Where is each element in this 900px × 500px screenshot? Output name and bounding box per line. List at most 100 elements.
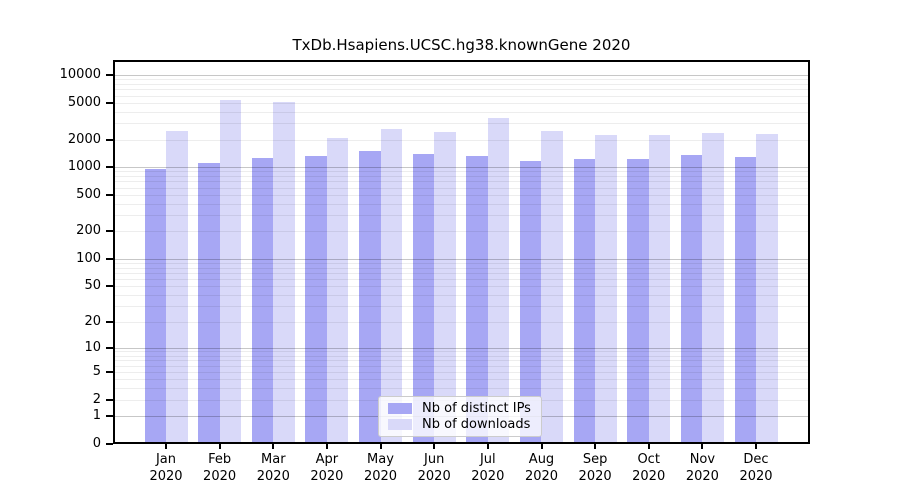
x-tick-mark-may (379, 444, 382, 449)
y-tick-label-5000: 5000 (67, 94, 101, 110)
x-tick-month: Mar (261, 452, 286, 467)
legend-item-downloads: Nb of downloads (388, 418, 531, 431)
gridline-5000 (113, 102, 810, 104)
y-tick-mark-10 (106, 346, 113, 349)
x-tick-mark-jun (433, 444, 436, 449)
gridline-60 (113, 279, 810, 281)
x-tick-mark-nov (701, 444, 704, 449)
x-tick-label-aug: Aug 2020 (510, 451, 574, 485)
x-tick-label-feb: Feb 2020 (188, 451, 252, 485)
x-tick-mark-jul (486, 444, 489, 449)
gridline-600 (113, 187, 810, 189)
y-tick-mark-1 (106, 414, 113, 417)
gridline-20 (113, 321, 810, 323)
y-tick-mark-20 (106, 320, 113, 323)
x-tick-mark-dec (755, 444, 757, 449)
x-tick-year: 2020 (471, 469, 505, 484)
x-tick-year: 2020 (578, 469, 612, 484)
x-tick-label-dec: Dec 2020 (724, 451, 788, 485)
y-tick-mark-5000 (106, 101, 113, 104)
gridline-90 (113, 263, 810, 265)
legend-item-distinct-ips: Nb of distinct IPs (388, 402, 531, 415)
bar-distinct-ips-aug (519, 161, 542, 444)
x-tick-month: May (367, 452, 394, 467)
chart-title: TxDb.Hsapiens.UCSC.hg38.knownGene 2020 (292, 36, 631, 54)
x-tick-month: Jan (155, 452, 177, 467)
y-tick-label-5: 5 (92, 363, 101, 379)
y-tick-label-2: 2 (92, 391, 101, 407)
gridline-8000 (113, 84, 810, 85)
gridline-3000 (113, 123, 810, 125)
y-tick-label-10000: 10000 (59, 67, 101, 83)
bar-distinct-ips-mar (251, 158, 274, 444)
bar-downloads-jun (434, 132, 456, 444)
x-tick-year: 2020 (310, 469, 344, 484)
gridline-300 (113, 215, 810, 217)
x-tick-mark-apr (325, 444, 328, 449)
y-tick-mark-0 (106, 442, 113, 445)
y-tick-mark-50 (106, 285, 113, 288)
gridline-6 (113, 365, 810, 367)
x-tick-month: Sep (582, 452, 608, 467)
x-tick-month: Feb (208, 452, 232, 467)
y-tick-label-1: 1 (92, 407, 101, 423)
x-tick-label-may: May 2020 (349, 451, 413, 485)
gridline-8 (113, 355, 810, 357)
gridline-80 (113, 267, 810, 269)
x-tick-month: Jun (424, 452, 445, 467)
x-tick-mark-sep (594, 444, 597, 449)
x-tick-label-nov: Nov 2020 (670, 451, 734, 485)
x-tick-label-oct: Oct 2020 (617, 451, 681, 485)
bar-downloads-nov (702, 133, 724, 444)
y-tick-mark-2000 (106, 138, 113, 141)
bar-distinct-ips-jan (144, 168, 166, 444)
gridline-7 (113, 360, 810, 362)
x-tick-mark-feb (218, 444, 221, 449)
x-tick-year: 2020 (256, 469, 290, 484)
legend-swatch-downloads (388, 419, 412, 430)
x-tick-label-apr: Apr 2020 (295, 451, 359, 485)
x-tick-mark-jan (165, 444, 167, 449)
gridline-800 (113, 176, 810, 178)
y-tick-label-1000: 1000 (67, 159, 101, 175)
y-tick-label-200: 200 (76, 223, 101, 239)
y-tick-mark-1000 (106, 166, 113, 169)
gridline-10000 (113, 75, 810, 77)
gridline-50 (113, 286, 810, 288)
bar-distinct-ips-jul (466, 156, 488, 444)
x-tick-year: 2020 (739, 469, 773, 484)
y-tick-mark-500 (106, 193, 113, 196)
bar-distinct-ips-jun (412, 153, 435, 444)
y-tick-label-20: 20 (84, 313, 101, 329)
gridline-3 (113, 388, 810, 390)
chart-legend: Nb of distinct IPs Nb of downloads (378, 396, 542, 437)
gridline-10 (113, 347, 810, 349)
y-tick-label-0: 0 (92, 435, 101, 451)
x-tick-month: Jul (479, 452, 496, 467)
x-tick-year: 2020 (149, 469, 183, 484)
x-tick-year: 2020 (203, 469, 237, 484)
gridline-2000 (113, 139, 810, 141)
x-tick-mark-mar (272, 444, 275, 449)
y-tick-label-500: 500 (76, 186, 101, 202)
legend-swatch-distinct-ips (388, 403, 412, 414)
x-tick-label-jun: Jun 2020 (402, 451, 466, 485)
x-tick-year: 2020 (632, 469, 666, 484)
y-tick-label-50: 50 (84, 278, 101, 294)
x-tick-label-mar: Mar 2020 (241, 451, 305, 485)
x-tick-year: 2020 (524, 469, 559, 484)
bar-distinct-ips-nov (680, 155, 703, 444)
gridline-70 (113, 273, 810, 274)
bar-downloads-mar (273, 102, 295, 444)
y-tick-label-100: 100 (76, 250, 101, 266)
gridline-200 (113, 231, 810, 233)
gridline-9 (113, 351, 810, 353)
x-tick-month: Nov (689, 452, 716, 467)
gridline-700 (113, 181, 810, 183)
bar-distinct-ips-feb (198, 163, 220, 444)
x-tick-mark-oct (647, 444, 650, 449)
bar-downloads-apr (326, 137, 349, 444)
y-tick-mark-5 (106, 370, 113, 373)
bar-downloads-jan (166, 130, 188, 444)
